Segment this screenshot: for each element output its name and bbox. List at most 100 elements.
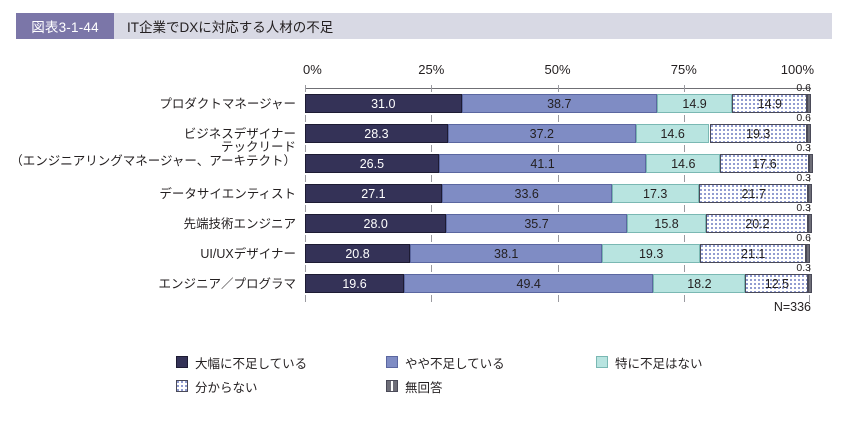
category-label: テックリード （エンジニアリングマネージャー、アーキテクト） — [10, 140, 296, 168]
category-label: ビジネスデザイナー — [184, 127, 296, 141]
gridline-tick — [683, 265, 685, 272]
category-label-line: テックリード — [220, 140, 296, 154]
legend-item-0[interactable]: 大幅に不足している — [176, 350, 386, 374]
gridline-tick — [683, 85, 685, 92]
gridline-tick — [683, 145, 685, 152]
gridline-tick-edge — [305, 295, 306, 302]
gridline-tick — [431, 175, 433, 182]
legend-swatch-1-icon — [386, 356, 398, 368]
bar-segment-1: 49.4 — [403, 274, 654, 293]
gridline-tick-edge — [809, 265, 810, 272]
bar-segment-3: 21.7 — [698, 184, 809, 203]
figure-header: 図表3-1-44 IT企業でDXに対応する人材の不足 — [16, 13, 832, 39]
legend-label: 特に不足はない — [615, 356, 703, 371]
bar-segment-3: 17.6 — [720, 154, 809, 173]
gridline-tick — [557, 85, 559, 92]
bar-segment-3: 21.1 — [699, 244, 807, 263]
bar-row: プロダクトマネージャー 31.0 38.7 14.9 14.9 — [159, 94, 812, 113]
category-label-line: データサイエンティスト — [159, 187, 296, 201]
no-answer-value-label: 0.6 — [796, 232, 811, 244]
legend-item-1[interactable]: やや不足している — [386, 350, 596, 374]
bar-row: 先端技術エンジニア 28.0 35.7 15.8 20.2 — [183, 214, 813, 233]
legend-item-2[interactable]: 特に不足はない — [596, 350, 736, 374]
legend-swatch-3-icon — [176, 380, 188, 392]
bar-segment-1: 41.1 — [438, 154, 647, 173]
gridline-tick — [431, 115, 433, 122]
bar-value-label: 41.1 — [530, 156, 555, 171]
bar-row: UI/UXデザイナー 20.8 38.1 19.3 21.1 — [200, 244, 811, 263]
category-label: プロダクトマネージャー — [159, 97, 296, 111]
bar-segment-0: 31.0 — [305, 94, 462, 113]
x-axis-tick-0: 0% — [303, 62, 322, 77]
bar-segment-2: 14.6 — [635, 124, 710, 143]
bar-value-label: 21.7 — [741, 186, 766, 201]
gridline-tick-edge — [809, 85, 810, 92]
gridline-tick — [431, 295, 433, 302]
bar-segment-0: 28.0 — [305, 214, 447, 233]
figure-number-badge: 図表3-1-44 — [16, 13, 114, 39]
bar-value-label: 12.5 — [764, 276, 790, 291]
gridline-tick — [683, 295, 685, 302]
bar-segment-2: 15.8 — [626, 214, 707, 233]
gridline-tick — [431, 145, 433, 152]
gridline-tick-edge — [305, 175, 306, 182]
plot-region: 0.6 プロダクトマネージャー 31.0 38.7 14.9 14.9 0.6 ビジネスデザイ… — [10, 82, 813, 302]
gridline-tick-edge — [305, 115, 306, 122]
x-axis-tick-100: 100% — [780, 62, 814, 77]
gridline-tick — [557, 145, 559, 152]
gridline-tick-edge — [809, 115, 810, 122]
bar-row: ビジネスデザイナー 28.3 37.2 14.6 19.3 — [184, 124, 811, 143]
gridline-tick — [431, 85, 433, 92]
bar-segment-0: 20.8 — [305, 244, 411, 263]
bar-value-label: 19.3 — [638, 246, 664, 261]
bar-segment-2: 14.6 — [646, 154, 721, 173]
gridline-tick-edge — [809, 205, 810, 212]
category-label: UI/UXデザイナー — [200, 247, 296, 261]
gridline-tick-edge — [305, 205, 306, 212]
bar-segment-4 — [808, 154, 813, 173]
bar-segment-4 — [807, 94, 812, 113]
gridline-tick — [557, 295, 559, 302]
gridline-tick-edge — [809, 175, 810, 182]
gridline-tick-edge — [809, 145, 810, 152]
gridline-tick — [683, 235, 685, 242]
bar-segment-3: 19.3 — [709, 124, 807, 143]
x-axis-tick-25: 25% — [418, 62, 445, 77]
bar-value-label: 17.6 — [752, 156, 777, 171]
legend-label: 無回答 — [405, 380, 443, 395]
bar-segment-0: 19.6 — [305, 274, 404, 293]
bar-segment-4 — [808, 274, 813, 293]
bar-segment-0: 27.1 — [305, 184, 442, 203]
legend-label: 大幅に不足している — [195, 356, 308, 371]
gridline-tick — [431, 265, 433, 272]
gridline-tick-edge — [809, 295, 810, 302]
sample-size-note: N=336 — [773, 300, 811, 314]
no-answer-value-label: 0.6 — [796, 112, 811, 124]
gridline-tick — [557, 205, 559, 212]
bar-segment-0: 26.5 — [305, 154, 439, 173]
bar-value-label: 38.1 — [494, 246, 519, 261]
bar-segment-4 — [806, 244, 811, 263]
bar-segment-2: 17.3 — [611, 184, 699, 203]
legend-item-4[interactable]: 無回答 — [386, 374, 596, 398]
bar-value-label: 18.2 — [687, 276, 712, 291]
bar-segment-4 — [808, 214, 813, 233]
bar-value-label: 20.8 — [345, 246, 370, 261]
bar-segment-3: 14.9 — [732, 94, 808, 113]
bar-value-label: 31.0 — [371, 96, 396, 111]
bar-segment-2: 18.2 — [653, 274, 746, 293]
bar-segment-4 — [806, 124, 811, 143]
legend-item-3[interactable]: 分からない — [176, 374, 386, 398]
gridline-tick — [683, 115, 685, 122]
gridline-tick — [431, 235, 433, 242]
bar-row: エンジニア／プログラマ 19.6 49.4 18.2 12.5 — [158, 274, 813, 293]
bar-value-label: 28.0 — [363, 216, 388, 231]
bar-value-label: 35.7 — [524, 216, 549, 231]
category-label-line: UI/UXデザイナー — [200, 247, 296, 261]
no-answer-value-label: 0.3 — [796, 202, 811, 214]
no-answer-value-label: 0.3 — [796, 142, 811, 154]
bar-value-label: 19.6 — [342, 276, 367, 291]
gridline-tick — [557, 235, 559, 242]
bar-segment-3: 12.5 — [745, 274, 809, 293]
gridline-tick — [683, 205, 685, 212]
